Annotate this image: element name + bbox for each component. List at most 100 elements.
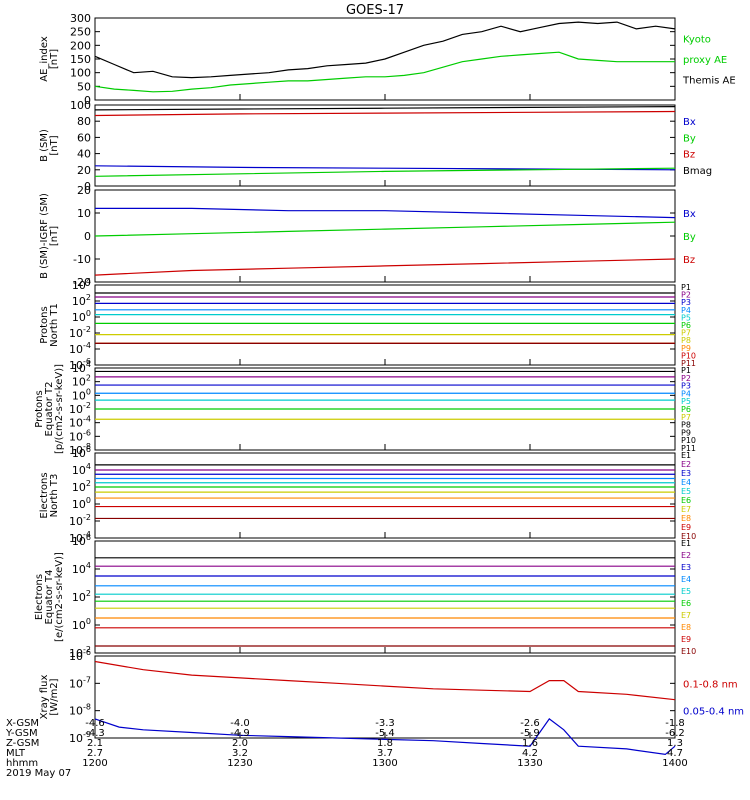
legend-item: Bx	[683, 209, 696, 220]
y-axis-label: Protons	[39, 306, 50, 343]
series-line-bmag	[94, 106, 676, 111]
footer-value: -2.6	[520, 718, 540, 729]
footer-value: 3.2	[232, 748, 248, 759]
y-tick-label: 10-8	[69, 442, 91, 457]
legend-item: E10	[681, 532, 696, 541]
y-tick-label: 10-2	[69, 513, 91, 528]
y-axis-label: B (SM)-IGRF (SM)	[39, 193, 50, 279]
y-axis-label: Equator T2	[44, 382, 55, 437]
y-tick-label: 50	[77, 80, 91, 93]
legend-item: By	[683, 133, 696, 144]
y-tick-label: 10-9	[69, 730, 91, 745]
legend-item: P6	[681, 405, 691, 414]
panel-frame	[94, 189, 676, 283]
panel-frame	[94, 452, 676, 539]
series-line-bx	[95, 207, 676, 219]
footer-value: 1.8	[377, 738, 393, 749]
legend-item: E2	[681, 551, 691, 560]
y-tick-label: 102	[72, 479, 91, 494]
y-tick-label: 10-6	[69, 648, 91, 663]
footer-value: -4.6	[85, 718, 105, 729]
legend-item: By	[683, 232, 696, 243]
footer-value: 4.7	[667, 748, 683, 759]
y-tick-label: 200	[70, 39, 91, 52]
legend-item: P8	[681, 421, 691, 430]
legend-item: Bz	[683, 150, 695, 161]
panel-3: -20 -10 0 10 20 B (SM)-IGRF (SM) [nT] Bx By Bz	[39, 184, 696, 289]
legend-item: E6	[681, 599, 691, 608]
y-tick-label: 104	[72, 277, 91, 292]
legend-item: P3	[681, 298, 691, 307]
y-tick-label: 60	[77, 131, 91, 144]
y-axis-label: AE_index	[39, 36, 50, 82]
y-axis-label: Electrons	[34, 574, 45, 620]
footer-row-label: hhmm	[6, 758, 38, 769]
y-axis-label: [e/(cm2-s-sr-keV)]	[54, 552, 65, 642]
y-tick-label: 10-6	[69, 428, 91, 443]
y-tick-label: -10	[73, 253, 91, 266]
y-axis-label: [nT]	[49, 135, 60, 155]
legend-item: E8	[681, 514, 691, 523]
legend-item: P10	[681, 351, 696, 360]
legend-item: 0.1-0.8 nm	[683, 679, 738, 690]
legend-item: E4	[681, 478, 691, 487]
legend-item: E1	[681, 451, 691, 460]
y-axis-label: Electrons	[39, 472, 50, 518]
legend-item: E6	[681, 496, 691, 505]
footer-value: 1.6	[522, 738, 538, 749]
footer-value: 1230	[227, 758, 252, 769]
footer-row-label: MLT	[6, 748, 26, 759]
y-tick-label: 10-4	[69, 341, 91, 356]
footer-value: 1200	[82, 758, 107, 769]
series-line-0-1-0-8-nm	[94, 660, 676, 701]
legend-item: P8	[681, 336, 691, 345]
y-tick-label: 100	[72, 496, 91, 511]
legend-item: P4	[681, 389, 691, 398]
series-line-0-05-0-4-nm	[94, 718, 676, 756]
y-tick-label: 10-2	[69, 325, 91, 340]
footer-value: 2.7	[87, 748, 103, 759]
y-axis-label: [nT]	[49, 226, 60, 246]
panel-7: 10-2 100 102 104 106 Electrons Equator T4 [e/(c…	[34, 533, 696, 660]
footer-value: 4.2	[522, 748, 538, 759]
y-tick-label: 106	[72, 445, 91, 460]
legend-item: E9	[681, 523, 691, 532]
footer-value: -1.8	[665, 718, 685, 729]
legend-item: E3	[681, 469, 691, 478]
series-line-kyoto-proxy-ae	[94, 51, 675, 93]
legend-item: E5	[681, 587, 691, 596]
y-tick-label: 80	[77, 115, 91, 128]
legend-item: P7	[681, 413, 691, 422]
legend-item: P1	[681, 366, 691, 375]
y-tick-label: 10-4	[69, 530, 91, 545]
legend-item: Kyoto	[683, 35, 711, 46]
y-tick-label: 102	[72, 293, 91, 308]
legend-item: P5	[681, 313, 691, 322]
panel-2: 0 20 40 60 80 100 B (SM) [nT] Bx By Bz Bmag	[39, 99, 712, 193]
footer-value: -3.3	[375, 718, 395, 729]
legend-item: P6	[681, 321, 691, 330]
legend-item: P2	[681, 291, 691, 300]
footer-value: -5.4	[375, 728, 395, 739]
legend-item: P10	[681, 436, 696, 445]
y-tick-label: 10-2	[69, 645, 91, 660]
legend-item: P9	[681, 428, 691, 437]
legend-item: E3	[681, 563, 691, 572]
y-tick-label: 0	[84, 230, 91, 243]
legend-item: E10	[681, 647, 696, 656]
legend-item: P9	[681, 344, 691, 353]
legend-item: P1	[681, 283, 691, 292]
footer-row-label: Z-GSM	[6, 738, 39, 749]
footer-value: -4.0	[230, 718, 250, 729]
y-tick-label: 100	[70, 99, 91, 112]
y-axis-label: Equator T4	[44, 570, 55, 625]
plot-title: GOES-17	[346, 3, 404, 18]
footer-value: -6.2	[665, 728, 685, 739]
legend-item: P7	[681, 329, 691, 338]
y-tick-label: 300	[70, 12, 91, 25]
legend-item: E5	[681, 487, 691, 496]
footer-value: 1.3	[667, 738, 683, 749]
panel-frame	[94, 104, 676, 187]
